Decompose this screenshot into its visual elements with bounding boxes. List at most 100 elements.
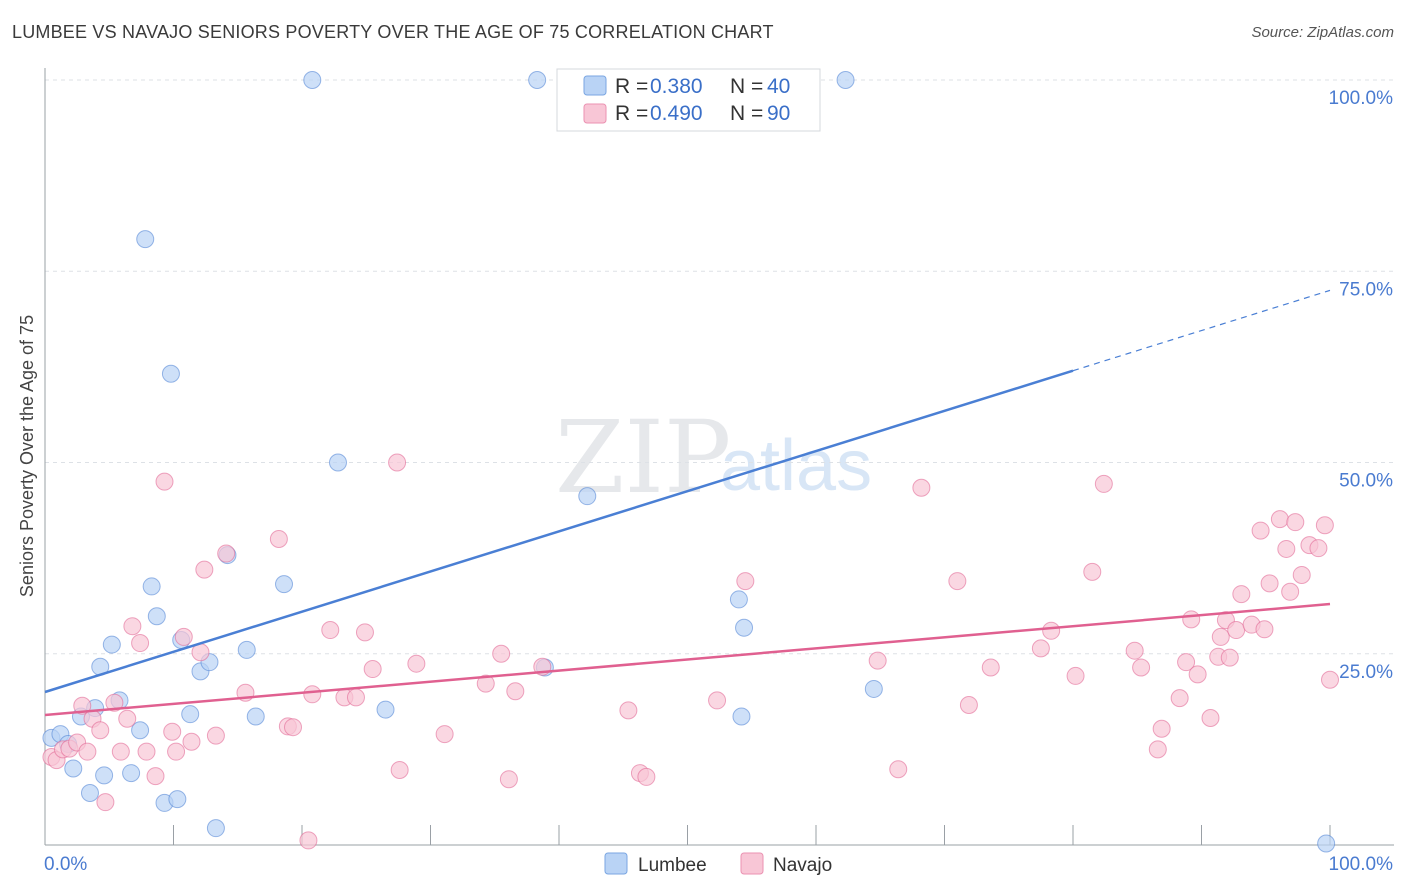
- lumbee-legend-swatch: [604, 852, 628, 875]
- lumbee-swatch: [583, 75, 607, 96]
- navajo-point-79: [1255, 620, 1274, 639]
- navajo-point-5: [73, 696, 92, 715]
- navajo-point-75: [1227, 621, 1246, 640]
- navajo-point-20: [174, 627, 193, 646]
- lumbee-point-26: [246, 707, 265, 726]
- navajo-point-11: [111, 742, 130, 761]
- navajo-point-64: [1148, 740, 1167, 759]
- series-legend: Lumbee Navajo: [604, 852, 832, 876]
- lumbee-point-23: [206, 819, 225, 838]
- lumbee-point-33: [578, 487, 597, 506]
- lumbee-point-18: [168, 790, 187, 809]
- lumbee-point-29: [328, 453, 347, 472]
- lumbee-point-34: [729, 590, 748, 609]
- navajo-point-41: [476, 674, 495, 693]
- lumbee-point-25: [237, 640, 256, 659]
- lumbee-point-20: [181, 705, 200, 724]
- navajo-point-43: [499, 770, 518, 789]
- navajo-point-63: [1132, 658, 1151, 677]
- lumbee-trend-extension: [1072, 289, 1331, 372]
- navajo-point-76: [1232, 585, 1251, 604]
- lumbee-point-9: [102, 635, 121, 654]
- navajo-point-57: [1031, 639, 1050, 658]
- lumbee-point-37: [836, 71, 855, 89]
- y-axis-label: Seniors Poverty Over the Age of 75: [17, 315, 37, 597]
- navajo-r-label: R =: [615, 102, 648, 125]
- lumbee-point-3: [64, 759, 83, 778]
- navajo-point-81: [1270, 510, 1289, 529]
- navajo-point-36: [363, 660, 382, 679]
- navajo-point-14: [131, 634, 150, 653]
- navajo-point-62: [1125, 641, 1144, 660]
- lumbee-n-value: 40: [767, 75, 790, 98]
- navajo-point-78: [1251, 521, 1270, 540]
- navajo-point-46: [619, 701, 638, 720]
- navajo-point-70: [1201, 709, 1220, 728]
- lumbee-point-28: [303, 71, 322, 89]
- navajo-point-80: [1260, 574, 1279, 593]
- stats-legend: R = 0.380 N = 40 R = 0.490 N = 90: [556, 68, 821, 132]
- navajo-point-89: [1321, 670, 1339, 689]
- navajo-point-74: [1220, 648, 1239, 667]
- navajo-point-12: [118, 709, 137, 728]
- navajo-point-31: [303, 685, 322, 704]
- navajo-point-24: [206, 726, 225, 745]
- navajo-point-40: [435, 725, 454, 744]
- navajo-point-82: [1277, 539, 1296, 558]
- navajo-point-44: [506, 682, 525, 701]
- navajo-point-29: [284, 718, 303, 737]
- navajo-point-23: [195, 560, 214, 579]
- navajo-n-value: 90: [767, 102, 790, 125]
- lumbee-point-5: [80, 783, 99, 802]
- chart-source: Source: ZipAtlas.com: [1251, 24, 1394, 41]
- lumbee-point-17: [161, 364, 180, 383]
- navajo-point-32: [321, 621, 340, 640]
- navajo-point-54: [948, 572, 967, 591]
- navajo-point-67: [1177, 653, 1196, 672]
- navajo-point-61: [1094, 474, 1113, 493]
- navajo-legend-swatch: [740, 852, 764, 875]
- navajo-n-label: N =: [730, 102, 763, 125]
- navajo-point-88: [1315, 516, 1334, 535]
- navajo-point-48: [637, 767, 656, 786]
- navajo-point-27: [269, 530, 288, 548]
- y-tick-label-2: 75.0%: [1339, 279, 1393, 300]
- navajo-point-9: [96, 793, 115, 812]
- lumbee-point-15: [147, 607, 166, 626]
- lumbee-point-31: [528, 71, 547, 89]
- trend-lines: [44, 289, 1331, 717]
- navajo-point-6: [78, 742, 97, 761]
- navajo-point-65: [1152, 719, 1171, 738]
- lumbee-point-35: [735, 618, 754, 637]
- navajo-point-66: [1170, 689, 1189, 708]
- watermark: ZIP atlas: [555, 399, 872, 516]
- navajo-point-55: [959, 696, 978, 715]
- navajo-point-16: [146, 767, 165, 786]
- y-tick-label-1: 50.0%: [1339, 471, 1393, 492]
- y-tick-label-3: 100.0%: [1329, 88, 1394, 109]
- chart-title: LUMBEE VS NAVAJO SENIORS POVERTY OVER TH…: [12, 22, 774, 42]
- navajo-point-8: [91, 721, 110, 740]
- navajo-point-37: [388, 453, 407, 472]
- lumbee-point-14: [142, 577, 161, 596]
- watermark-atlas: atlas: [720, 426, 872, 506]
- lumbee-point-39: [1317, 834, 1336, 853]
- navajo-point-38: [390, 761, 409, 780]
- gridlines: [45, 79, 1394, 655]
- navajo-point-50: [736, 572, 755, 591]
- navajo-point-69: [1188, 665, 1207, 684]
- navajo-point-35: [355, 623, 374, 642]
- navajo-point-60: [1083, 562, 1102, 581]
- lumbee-point-36: [732, 707, 751, 726]
- lumbee-n-label: N =: [730, 75, 763, 98]
- navajo-point-84: [1286, 513, 1305, 532]
- lumbee-point-38: [864, 679, 883, 698]
- lumbee-point-30: [376, 700, 395, 719]
- lumbee-point-8: [95, 766, 114, 785]
- navajo-point-85: [1292, 565, 1311, 584]
- lumbee-r-label: R =: [615, 75, 648, 98]
- lumbee-trend-line: [44, 369, 1074, 694]
- navajo-point-56: [981, 658, 1000, 677]
- lumbee-point-13: [136, 230, 155, 249]
